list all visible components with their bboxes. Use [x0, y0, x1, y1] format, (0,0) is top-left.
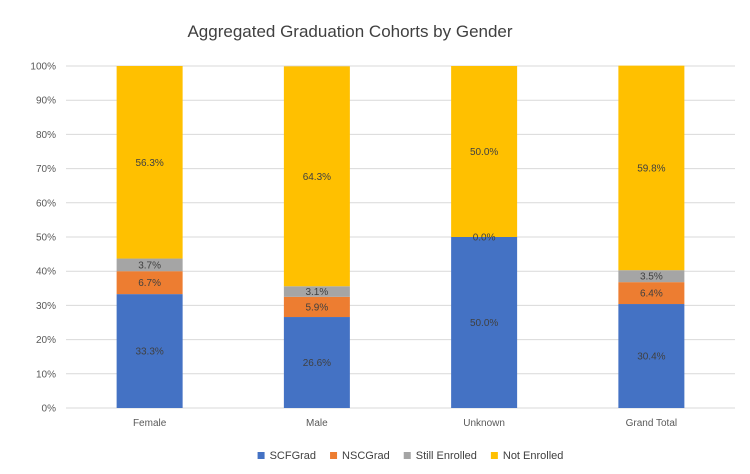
y-tick-label: 90% [36, 96, 56, 107]
bar-segment [283, 286, 350, 297]
bar-segment [283, 317, 350, 408]
x-category-label: Grand Total [626, 418, 678, 429]
bar-segment [451, 66, 518, 237]
data-label: 3.7% [138, 260, 161, 271]
y-tick-label: 0% [42, 404, 57, 415]
y-axis-ticks: 0% 10% 20% 30% 40% 50% 60% 70% 80% 90% 100% [30, 62, 56, 415]
bars [116, 65, 685, 408]
data-label: 30.4% [637, 352, 665, 363]
legend-label: NSCGrad [342, 450, 390, 462]
y-tick-label: 30% [36, 301, 56, 312]
data-label: 6.7% [138, 278, 161, 289]
y-tick-label: 40% [36, 267, 56, 278]
data-label: 5.9% [305, 302, 328, 313]
data-label: 3.1% [305, 287, 328, 298]
y-tick-label: 80% [36, 130, 56, 141]
y-tick-label: 60% [36, 198, 56, 209]
y-tick-label: 10% [36, 369, 56, 380]
y-tick-label: 20% [36, 335, 56, 346]
data-label: 50.0% [470, 318, 498, 329]
y-tick-label: 50% [36, 233, 56, 244]
y-tick-label: 70% [36, 164, 56, 175]
data-label: 59.8% [637, 163, 665, 174]
legend-label: SCFGrad [270, 450, 316, 462]
data-labels: 33.3% 6.7% 3.7% 56.3% 26.6% 5.9% 3.1% 64.3% 50.0… [135, 147, 665, 369]
data-label: 0.0% [473, 233, 496, 244]
y-tick-label: 100% [30, 62, 56, 73]
bar-segment [618, 65, 685, 271]
x-axis-categories: Female Male Unknown Grand Total [133, 418, 677, 429]
data-label: 33.3% [135, 347, 163, 358]
bar-segment [116, 258, 183, 272]
data-label: 56.3% [135, 158, 163, 169]
data-label: 50.0% [470, 147, 498, 158]
bar-segment [618, 270, 685, 283]
legend-swatch [257, 452, 265, 459]
data-label: 64.3% [303, 172, 331, 183]
x-category-label: Female [133, 418, 167, 429]
data-label: 6.4% [640, 289, 663, 300]
bar-segment [116, 66, 183, 259]
bar-segment [283, 66, 350, 287]
bar-segment [283, 296, 350, 318]
legend: SCFGrad NSCGrad Still Enrolled Not Enrolled [257, 450, 564, 462]
x-category-label: Male [306, 418, 328, 429]
legend-swatch [403, 452, 411, 459]
bar-segment [618, 282, 685, 305]
legend-swatch [330, 452, 338, 459]
legend-label: Not Enrolled [503, 450, 564, 462]
data-label: 26.6% [303, 358, 331, 369]
bar-segment [116, 271, 183, 295]
bar-segment [451, 237, 518, 408]
data-label: 3.5% [640, 272, 663, 283]
bar-segment [618, 304, 685, 408]
legend-swatch [490, 452, 498, 459]
x-category-label: Unknown [463, 418, 505, 429]
legend-label: Still Enrolled [416, 450, 477, 462]
chart-title: Aggregated Graduation Cohorts by Gender [187, 22, 512, 41]
bar-segment [116, 294, 183, 408]
